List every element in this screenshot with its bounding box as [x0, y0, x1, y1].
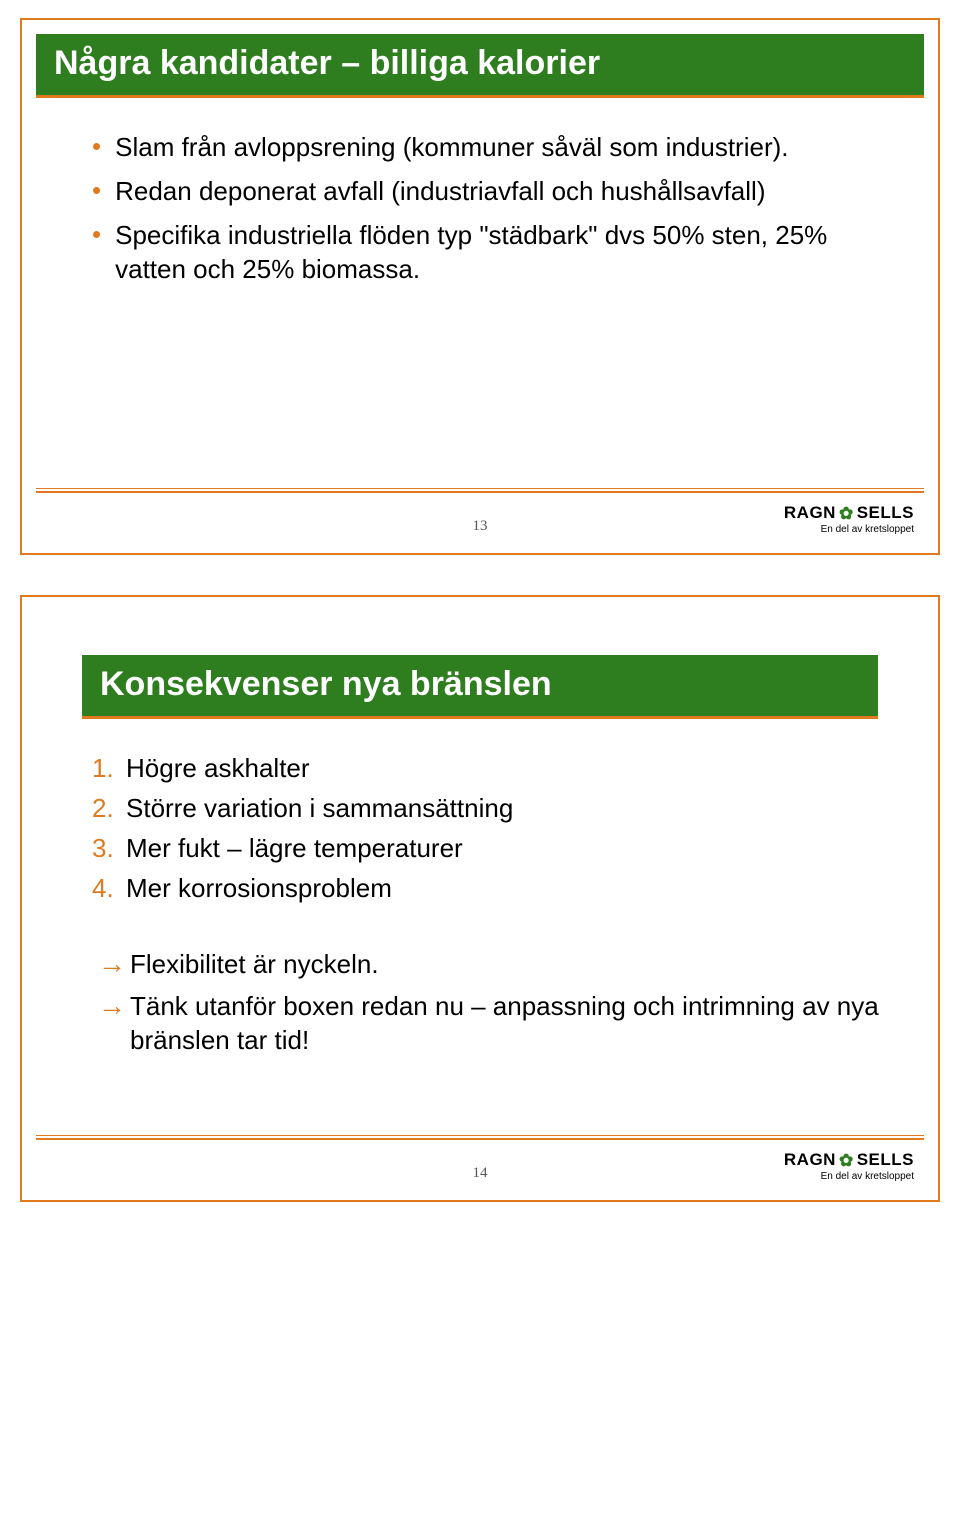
footer-rule	[36, 488, 924, 493]
spacer	[22, 358, 938, 488]
leaf-icon: ✿	[839, 1152, 854, 1169]
bullet-dot-icon: •	[92, 218, 101, 250]
title-text: Konsekvenser nya bränslen	[100, 665, 552, 703]
bullet-text: Redan deponerat avfall (industriavfall o…	[115, 174, 765, 208]
slide-title: Några kandidater – billiga kalorier	[36, 34, 924, 98]
slide-content: 1. Högre askhalter 2. Större variation i…	[22, 719, 938, 1075]
slide-14: Konsekvenser nya bränslen 1. Högre askha…	[20, 595, 940, 1202]
arrow-text: Flexibilitet är nyckeln.	[130, 947, 379, 981]
bullet-text: Slam från avloppsrening (kommuner såväl …	[115, 130, 788, 164]
item-text: Mer fukt – lägre temperaturer	[126, 831, 463, 865]
numbered-item: 4. Mer korrosionsproblem	[92, 871, 890, 905]
title-text: Några kandidater – billiga kalorier	[54, 44, 600, 82]
item-text: Större variation i sammansättning	[126, 791, 513, 825]
item-number: 3.	[92, 831, 126, 865]
bullet-dot-icon: •	[92, 130, 101, 162]
brand-tagline: En del av kretsloppet	[784, 1171, 914, 1182]
slide-13: Några kandidater – billiga kalorier • Sl…	[20, 18, 940, 555]
brand-name: RAGN ✿ SELLS	[784, 503, 914, 523]
arrow-text: Tänk utanför boxen redan nu – anpassning…	[130, 989, 890, 1057]
item-text: Mer korrosionsproblem	[126, 871, 392, 905]
numbered-item: 1. Högre askhalter	[92, 751, 890, 785]
bullet-item: • Specifika industriella flöden typ "stä…	[92, 218, 890, 286]
arrow-right-icon: →	[98, 947, 130, 981]
footer-rule	[36, 1135, 924, 1140]
brand-name: RAGN ✿ SELLS	[784, 1150, 914, 1170]
brand-logo: RAGN ✿ SELLS En del av kretsloppet	[784, 503, 914, 535]
slide-footer: 13 RAGN ✿ SELLS En del av kretsloppet	[46, 499, 914, 535]
leaf-icon: ✿	[839, 505, 854, 522]
brand-name-left: RAGN	[784, 1150, 836, 1170]
brand-name-right: SELLS	[857, 503, 914, 523]
slide-title: Konsekvenser nya bränslen	[82, 655, 878, 719]
numbered-item: 2. Större variation i sammansättning	[92, 791, 890, 825]
slide-content: • Slam från avloppsrening (kommuner såvä…	[22, 98, 938, 358]
item-number: 2.	[92, 791, 126, 825]
brand-name-left: RAGN	[784, 503, 836, 523]
bullet-text: Specifika industriella flöden typ "städb…	[115, 218, 890, 286]
slide-footer: 14 RAGN ✿ SELLS En del av kretsloppet	[46, 1146, 914, 1182]
spacer	[92, 911, 890, 947]
arrow-item: → Flexibilitet är nyckeln.	[92, 947, 890, 981]
bullet-item: • Slam från avloppsrening (kommuner såvä…	[92, 130, 890, 164]
brand-tagline: En del av kretsloppet	[784, 524, 914, 535]
spacer	[22, 1075, 938, 1135]
page-number: 14	[473, 1165, 488, 1182]
arrow-right-icon: →	[98, 989, 130, 1023]
arrow-item: → Tänk utanför boxen redan nu – anpassni…	[92, 989, 890, 1057]
item-text: Högre askhalter	[126, 751, 310, 785]
item-number: 4.	[92, 871, 126, 905]
page-number: 13	[473, 518, 488, 535]
brand-name-right: SELLS	[857, 1150, 914, 1170]
top-gap	[22, 597, 938, 641]
item-number: 1.	[92, 751, 126, 785]
brand-logo: RAGN ✿ SELLS En del av kretsloppet	[784, 1150, 914, 1182]
numbered-item: 3. Mer fukt – lägre temperaturer	[92, 831, 890, 865]
bullet-dot-icon: •	[92, 174, 101, 206]
bullet-item: • Redan deponerat avfall (industriavfall…	[92, 174, 890, 208]
